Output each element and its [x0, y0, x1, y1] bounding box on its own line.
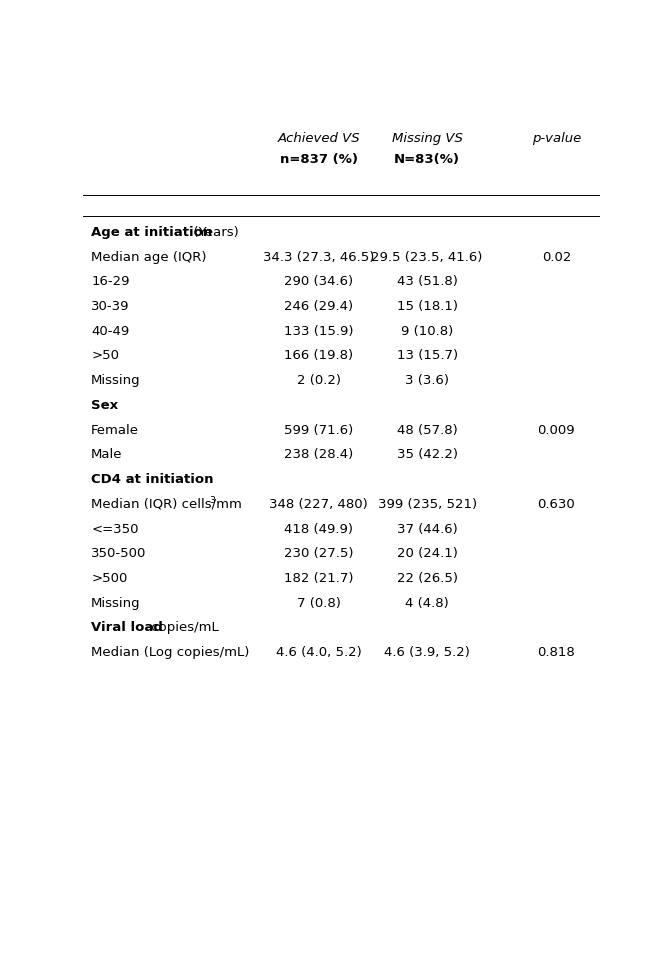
Text: CD4 at initiation: CD4 at initiation — [91, 473, 213, 486]
Text: 13 (15.7): 13 (15.7) — [397, 349, 458, 363]
Text: 20 (24.1): 20 (24.1) — [397, 547, 458, 560]
Text: 16-29: 16-29 — [91, 275, 129, 288]
Text: 0.818: 0.818 — [538, 646, 575, 659]
Text: 350-500: 350-500 — [91, 547, 147, 560]
Text: p-value: p-value — [532, 131, 581, 145]
Text: 0.009: 0.009 — [538, 423, 575, 437]
Text: Viral load: Viral load — [91, 622, 163, 634]
Text: 418 (49.9): 418 (49.9) — [284, 523, 353, 535]
Text: 35 (42.2): 35 (42.2) — [397, 449, 458, 461]
Text: 15 (18.1): 15 (18.1) — [397, 300, 458, 313]
Text: Sex: Sex — [91, 399, 118, 412]
Text: Median (IQR) cells/mm: Median (IQR) cells/mm — [91, 498, 242, 511]
Text: Female: Female — [91, 423, 139, 437]
Text: Missing VS: Missing VS — [392, 131, 463, 145]
Text: 48 (57.8): 48 (57.8) — [397, 423, 458, 437]
Text: >50: >50 — [91, 349, 119, 363]
Text: n=837 (%): n=837 (%) — [279, 153, 358, 165]
Text: 3: 3 — [209, 496, 215, 505]
Text: 29.5 (23.5, 41.6): 29.5 (23.5, 41.6) — [372, 251, 483, 264]
Text: 0.630: 0.630 — [538, 498, 575, 511]
Text: 246 (29.4): 246 (29.4) — [284, 300, 353, 313]
Text: 348 (227, 480): 348 (227, 480) — [269, 498, 368, 511]
Text: 182 (21.7): 182 (21.7) — [284, 572, 354, 585]
Text: 599 (71.6): 599 (71.6) — [284, 423, 354, 437]
Text: Age at initiation: Age at initiation — [91, 226, 212, 238]
Text: 133 (15.9): 133 (15.9) — [284, 325, 354, 338]
Text: Median (Log copies/mL): Median (Log copies/mL) — [91, 646, 249, 659]
Text: >500: >500 — [91, 572, 127, 585]
Text: 3 (3.6): 3 (3.6) — [405, 375, 449, 387]
Text: 7 (0.8): 7 (0.8) — [297, 596, 341, 610]
Text: copies/mL: copies/mL — [147, 622, 219, 634]
Text: 9 (10.8): 9 (10.8) — [401, 325, 454, 338]
Text: Achieved VS: Achieved VS — [277, 131, 360, 145]
Text: Male: Male — [91, 449, 123, 461]
Text: 4 (4.8): 4 (4.8) — [406, 596, 449, 610]
Text: 30-39: 30-39 — [91, 300, 129, 313]
Text: 22 (26.5): 22 (26.5) — [397, 572, 458, 585]
Text: 230 (27.5): 230 (27.5) — [284, 547, 354, 560]
Text: 399 (235, 521): 399 (235, 521) — [378, 498, 477, 511]
Text: Median age (IQR): Median age (IQR) — [91, 251, 207, 264]
Text: 4.6 (4.0, 5.2): 4.6 (4.0, 5.2) — [275, 646, 362, 659]
Text: 0.02: 0.02 — [542, 251, 571, 264]
Text: 40-49: 40-49 — [91, 325, 129, 338]
Text: Missing: Missing — [91, 596, 141, 610]
Text: 43 (51.8): 43 (51.8) — [397, 275, 458, 288]
Text: 37 (44.6): 37 (44.6) — [397, 523, 458, 535]
Text: 238 (28.4): 238 (28.4) — [284, 449, 354, 461]
Text: 4.6 (3.9, 5.2): 4.6 (3.9, 5.2) — [384, 646, 470, 659]
Text: <=350: <=350 — [91, 523, 139, 535]
Text: Missing: Missing — [91, 375, 141, 387]
Text: 2 (0.2): 2 (0.2) — [297, 375, 341, 387]
Text: (Years): (Years) — [185, 226, 239, 238]
Text: 290 (34.6): 290 (34.6) — [284, 275, 353, 288]
Text: 34.3 (27.3, 46.5): 34.3 (27.3, 46.5) — [263, 251, 374, 264]
Text: N=83(%): N=83(%) — [394, 153, 460, 165]
Text: 166 (19.8): 166 (19.8) — [284, 349, 353, 363]
